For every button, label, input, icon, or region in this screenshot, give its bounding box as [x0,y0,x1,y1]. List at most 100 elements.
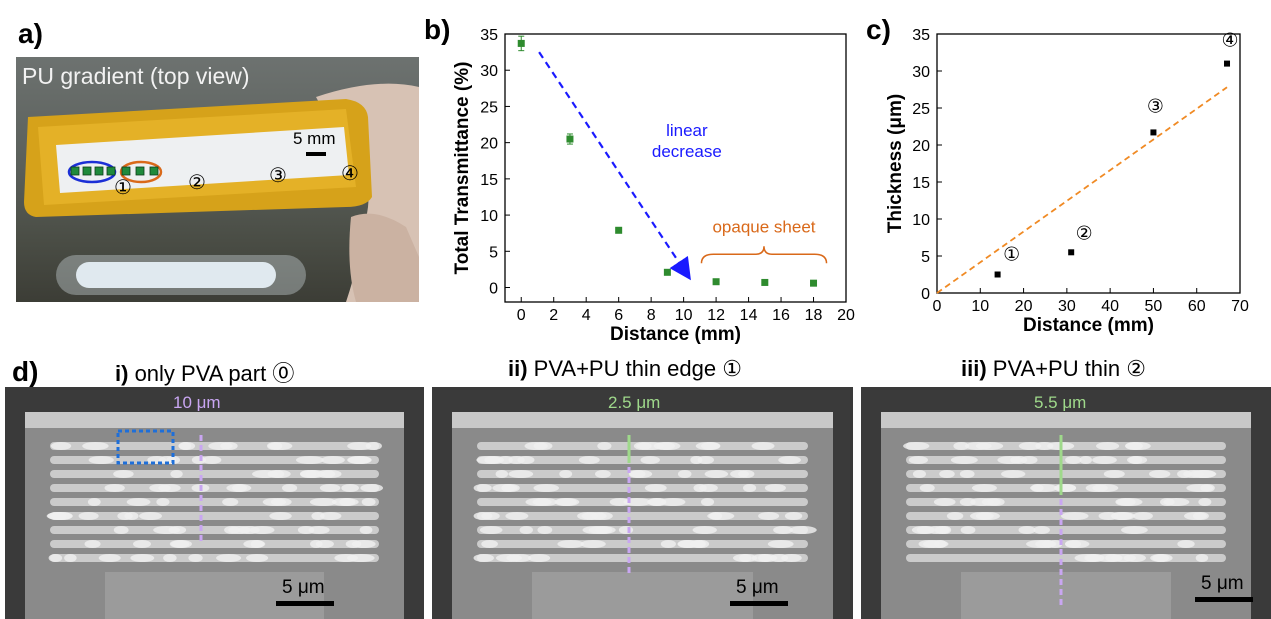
chart-c-ytick-label: 15 [912,175,930,192]
sem-fibre [163,554,177,562]
sem-fibre [1074,554,1101,562]
sem-fibre [743,484,756,492]
sem-fibre [133,540,151,548]
sem-fibre [758,512,779,520]
sem-fibre-layer [50,526,379,534]
chart-c-ytick-label: 35 [912,28,930,44]
transmittance-chart: 0 2 4 6 8 10 12 14 16 18 2005101520253035Distance … [440,28,865,350]
sem-fibre [1189,470,1216,478]
sem-scale-bar-2 [730,601,788,606]
sem-fibre [188,554,202,562]
sem-fibre [481,540,498,548]
sem-fibre [629,470,646,478]
sem-fibre [341,484,359,492]
sem-fibre [1127,456,1147,464]
sem-fibre [89,456,114,464]
chart-b-ytick-label: 15 [480,172,498,189]
sem-fibre [202,456,221,464]
sem-fibre-layer [477,484,808,492]
chart-c-ytick-label: 5 [921,249,930,266]
sem-fibre [153,526,180,534]
sem-fibre [269,470,290,478]
chart-c-ytick-label: 0 [921,286,930,303]
sem-fibre [1086,484,1108,492]
sem-fibre [298,526,314,534]
thickness-chart: 0 10 20 30 40 50 60 7005101520253035Distance (m… [875,28,1265,350]
sem-fibre [1065,456,1081,464]
sem-fibre [1061,512,1089,520]
sem-fibre [1096,442,1119,450]
sem-fibre [939,526,951,534]
chart-b-point [810,280,817,287]
sem-fibre [476,456,501,464]
chart-b-point [761,279,768,286]
panel-a-letter: a) [18,18,43,50]
sem-fibre [228,526,251,534]
sem-fibre [99,554,121,562]
sem-fibre [785,512,802,520]
chart-b-xtick-label: 0 [517,307,526,324]
sem-fibre [334,554,358,562]
sem-fibre [1125,442,1151,450]
sem-fibre [961,526,976,534]
chart-c-point [995,272,1001,278]
sem-fibre [919,540,940,548]
sem-fibre [976,442,1003,450]
sem-fibre [645,484,667,492]
sem-fibre [534,442,553,450]
chart-c-ytick-label: 30 [912,64,930,81]
sem-fibre [920,484,935,492]
sem-fibre [1030,484,1057,492]
sem-fibre [501,484,520,492]
sem-fibre [267,442,282,450]
chart-b-ytick-label: 0 [489,281,498,298]
sem-fibre [47,512,73,520]
sem-fibre [581,540,606,548]
sem-top-surface [452,412,833,428]
photo-marker-1: ① [114,175,132,200]
chart-c-xtick-label: 0 [933,298,942,315]
sem-top-surface [25,412,404,428]
chart-c-ylabel: Thickness (μm) [885,94,906,233]
chart-b-annotation-linear: decrease [652,142,722,161]
sem-fibre [960,498,976,506]
chart-c-point-label: ② [1076,223,1093,244]
sem-measure-label-2: 2.5 μm [608,393,660,413]
sem-fibre [934,498,956,506]
sem-fibre [595,470,611,478]
chart-c-xtick-label: 60 [1188,298,1206,315]
chart-b-point [615,227,622,234]
sem-fibre [114,526,129,534]
sem-fibre [641,456,660,464]
chart-b-ytick-label: 20 [480,136,498,153]
sem-fibre [656,442,680,450]
sem-fibre [1121,526,1148,534]
chart-b-plot-frame [505,34,846,302]
sem-fibre [554,498,577,506]
chart-c-xtick-label: 50 [1145,298,1163,315]
sem-fibre [557,540,584,548]
chart-b-xtick-label: 4 [582,307,591,324]
sem-fibre [127,498,151,506]
chart-b-ytick-label: 30 [480,63,498,80]
chart-b-ytick-label: 35 [480,28,498,44]
chart-c-point-label: ④ [1221,31,1238,52]
sem-fibre [752,442,775,450]
sem-fibre [130,554,154,562]
sem-trench [961,572,1171,619]
sem-fibre [85,540,101,548]
sem-fibre [698,456,714,464]
sem-image-3: 5.5 μm 5 μm [861,387,1271,619]
sample-photo: PU gradient (top view) 5 mm ① ② ③ ④ [16,57,419,302]
sem-fibre [321,456,345,464]
sem-fibre [505,512,528,520]
sem-fibre [579,456,600,464]
sem-scale-label-1: 5 μm [282,577,325,599]
sem-fibre [701,442,720,450]
sem-fibre [1026,540,1054,548]
sem-fibre [692,540,706,548]
sem-fibre [316,540,334,548]
sem-fibre [619,526,633,534]
chart-c-point [1150,129,1156,135]
sem-fibre [1184,512,1207,520]
